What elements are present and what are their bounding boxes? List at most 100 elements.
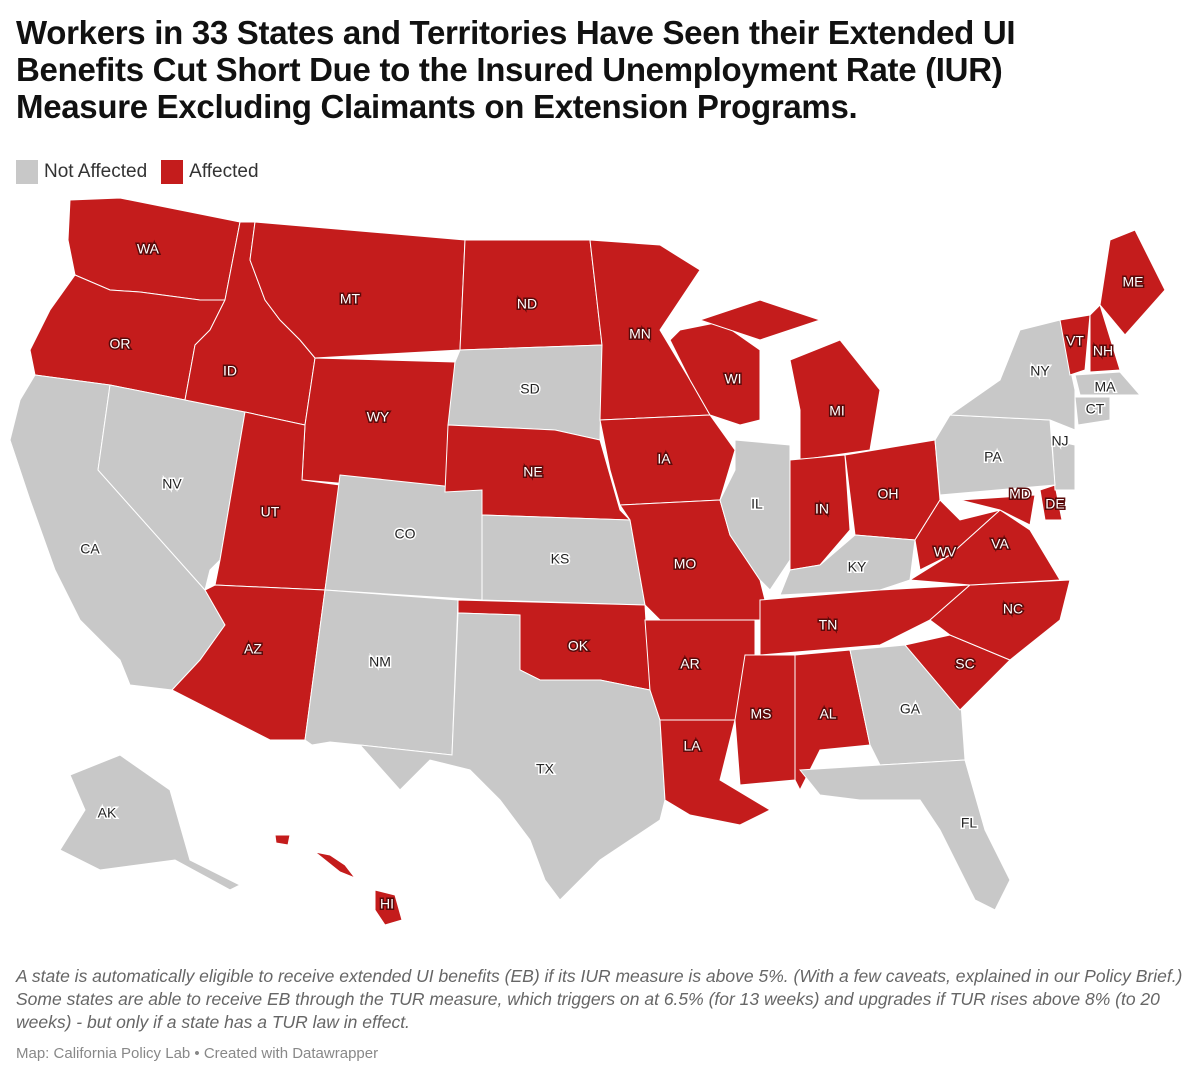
state-label: LA [683,738,701,754]
state-label: NC [1003,601,1023,617]
state [304,589,459,756]
state [934,414,1056,496]
state-shape [304,589,459,756]
state-label: CA [80,541,100,557]
state-label: AL [819,706,836,722]
state-shape [1059,314,1091,376]
state-label: NY [1030,363,1050,379]
state-label: VA [991,536,1009,552]
state-label: TX [536,761,555,777]
state-shape [314,851,357,880]
state [358,612,666,901]
state-shape [1099,229,1166,336]
state-label: MT [340,291,361,307]
state-shape [789,339,881,461]
state [698,299,881,461]
state-label: MN [629,326,651,342]
state [779,534,916,596]
state-label: NM [369,654,391,670]
state-label: MI [829,403,845,419]
state-label: WA [137,241,160,257]
state-label: TN [819,617,838,633]
state-shape [358,612,666,901]
state-label: DE [1045,496,1064,512]
state [959,494,1036,526]
state-label: KS [551,551,570,567]
state-shape [374,889,403,926]
state-label: MO [674,556,697,572]
state-label: KY [848,559,867,575]
footer: Map: California Policy Lab • Created wit… [16,1045,379,1062]
legend-item: Affected [161,160,259,184]
state [1089,304,1121,373]
state-label: NH [1093,343,1113,359]
state-label: IL [751,496,763,512]
state-label: VT [1066,333,1084,349]
state [799,759,1011,911]
state [1039,484,1063,521]
state-shape [948,319,1076,431]
state-label: UT [261,504,280,520]
state-label: HI [380,896,394,912]
legend-label: Not Affected [44,161,148,182]
state-label: MA [1095,379,1117,395]
state-label: WY [367,409,390,425]
state-shape [301,357,456,493]
state-shape [1089,304,1121,373]
state-shape [799,759,1011,911]
state-label: MS [751,706,772,722]
state-label: AK [98,805,117,821]
state-label: CO [395,526,416,542]
map: WA OR CA NV ID MT WY UT AZ CO NM ND SD NE KS OK TX MN IA MO… [9,197,1166,926]
legend-swatch [16,160,38,184]
state [948,319,1076,431]
state-shape [934,414,1056,496]
state [1074,371,1142,396]
state [734,654,796,786]
state-label: IA [657,451,671,467]
state [1099,229,1166,336]
state [659,719,772,826]
state [274,834,403,926]
state-label: NV [162,476,182,492]
state-label: NE [523,464,542,480]
legend: Not Affected Affected [16,160,259,184]
state-label: GA [900,701,921,717]
state-label: WI [724,371,741,387]
state [789,454,851,571]
legend-item: Not Affected [16,160,147,184]
state-shape [779,534,916,596]
state-label: AZ [244,641,262,657]
state-label: IN [815,501,829,517]
state-label: AR [680,656,699,672]
state-label: ID [223,363,237,379]
state [1074,396,1111,426]
state-shape [1074,371,1142,396]
state-shape [959,494,1036,526]
state-shape [274,834,291,846]
state-shape [1074,396,1111,426]
state-shape [698,299,822,341]
state-label: OH [878,486,899,502]
state-label: PA [984,449,1002,465]
state-shape [1039,484,1063,521]
state [301,357,456,493]
legend-label: Affected [189,161,259,182]
state-label: ME [1123,274,1144,290]
state-label: SC [955,656,974,672]
state-labels: WA OR CA NV ID MT WY UT AZ CO NM ND SD NE KS OK TX MN IA MO… [79,239,1145,913]
state-label: ND [517,296,537,312]
state-shape [59,754,242,891]
state-label: NJ [1051,433,1068,449]
state-label: CT [1086,401,1105,417]
state-label: SD [520,381,539,397]
state-shape [659,719,772,826]
state-shape [734,654,796,786]
title: Workers in 33 States and Territories Hav… [16,14,1016,125]
state-label: OR [110,336,131,352]
notes: A state is automatically eligible to rec… [16,966,1183,1032]
state-label: WV [934,544,957,560]
states [9,197,1166,926]
state [1059,314,1091,376]
